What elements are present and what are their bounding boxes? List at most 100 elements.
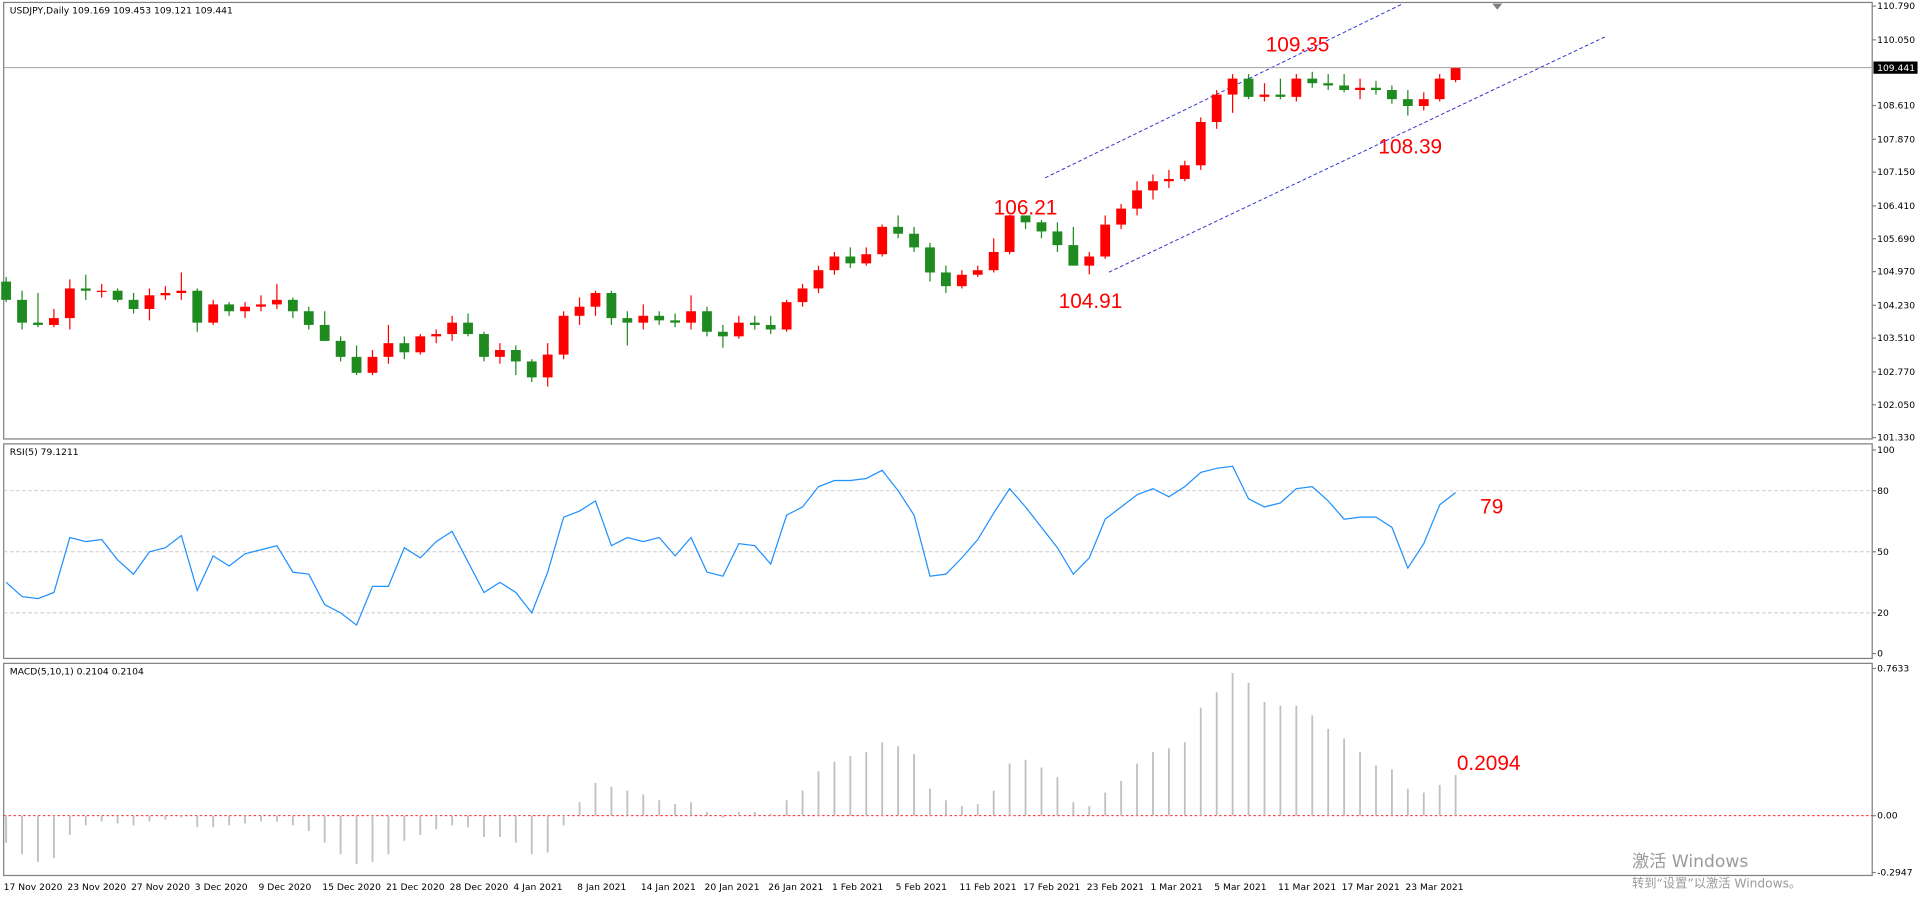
watermark: 转到“设置”以激活 Windows。 [1632,876,1801,891]
candle-body [1132,190,1142,209]
annotation: 109.35 [1266,33,1330,56]
main-panel [3,1,1873,440]
candle-body [383,343,394,357]
candle-body [1291,78,1302,97]
y-tick-label: 107.150 [1877,167,1915,178]
candle-body [303,311,314,325]
candle-body [1068,245,1079,266]
candle-body [1211,94,1222,122]
y-tick-label: 103.510 [1877,333,1915,344]
x-tick-label: 3 Dec 2020 [195,882,248,893]
y-tick-label: 104.230 [1877,300,1915,311]
candle-body [1195,121,1206,166]
candle-body [447,322,458,335]
y-tick-label: 102.050 [1877,400,1915,411]
candle-body [972,270,983,275]
annotation: 106.21 [994,197,1058,220]
candle-body [335,340,346,357]
candle-body [1116,208,1127,225]
y-tick-label: 110.790 [1877,1,1915,12]
candle-body [1402,99,1413,106]
candle-body [64,288,75,319]
candle-body [256,304,266,307]
x-tick-label: 28 Dec 2020 [450,882,509,893]
candle-body [829,256,840,271]
candle-body [877,226,888,255]
candle-body [1164,178,1174,182]
candle-body [495,350,505,357]
candle-body [622,318,633,323]
candle-body [367,356,378,373]
candle-body [1020,215,1031,223]
candle-body [526,361,537,378]
x-tick-label: 5 Mar 2021 [1214,882,1266,893]
candle-body [941,272,951,287]
candle-body [1052,231,1063,246]
candle-body [797,288,808,303]
candle-body [542,354,553,378]
annotation: 104.91 [1059,290,1123,313]
header-open: 109.169 [72,5,110,16]
x-tick-label: 11 Feb 2021 [959,882,1016,893]
candle-body [1,281,12,300]
candle-body [749,322,760,325]
candle-body [463,322,473,335]
candle-body [558,315,569,355]
y-tick-label: 105.690 [1877,234,1915,245]
y-tick-label: 0.00 [1877,811,1898,822]
candle-body [96,290,107,292]
y-tick-label: 101.330 [1877,433,1915,444]
candle-body [128,299,139,309]
y-tick-label: 108.610 [1877,101,1915,112]
candle-body [781,302,792,330]
candle-body [1004,215,1015,252]
y-tick-label: 102.770 [1877,367,1915,378]
candle-body [845,256,856,264]
x-tick-label: 1 Feb 2021 [832,882,883,893]
candle-body [1434,78,1445,100]
candle-body [813,270,824,289]
macd-panel [3,662,1873,877]
x-tick-label: 4 Jan 2021 [513,882,562,893]
candle-body [208,304,219,323]
y-tick-label: 104.970 [1877,267,1915,278]
x-tick-label: 20 Jan 2021 [705,882,760,893]
candle-body [1227,78,1238,95]
marker [1492,3,1503,10]
candle-body [144,295,155,309]
candle-body [590,293,601,307]
candle-body [1371,87,1381,91]
candle-body [1036,222,1047,232]
candle-body [1259,94,1270,97]
x-tick-label: 17 Feb 2021 [1023,882,1080,893]
symbol: USDJPY,Daily [10,5,70,16]
candle-body [80,288,91,291]
candle-body [49,318,59,325]
y-tick-label: 80 [1877,486,1889,497]
x-tick-label: 14 Jan 2021 [641,882,696,893]
candle-body [1084,256,1095,266]
macd-main: 0.2104 [77,666,109,677]
candle-body [176,290,187,294]
candle-body [702,311,712,332]
candle-body [654,315,665,321]
candle-body [1387,90,1397,100]
candle-body [718,331,728,337]
header-close: 109.441 [195,5,233,16]
candle-body [1450,67,1461,81]
x-tick-label: 17 Nov 2020 [4,882,63,893]
candle-body [861,254,872,264]
channel-upper [1044,3,1404,179]
candle-body [733,322,744,337]
candle-body [988,251,999,271]
candle-body [160,293,171,296]
candle-body [893,226,904,234]
candle-body [192,290,203,323]
candle-body [272,299,282,305]
y-tick-label: 106.410 [1877,201,1915,212]
candle-body [112,290,123,300]
candle-body [1323,83,1334,86]
